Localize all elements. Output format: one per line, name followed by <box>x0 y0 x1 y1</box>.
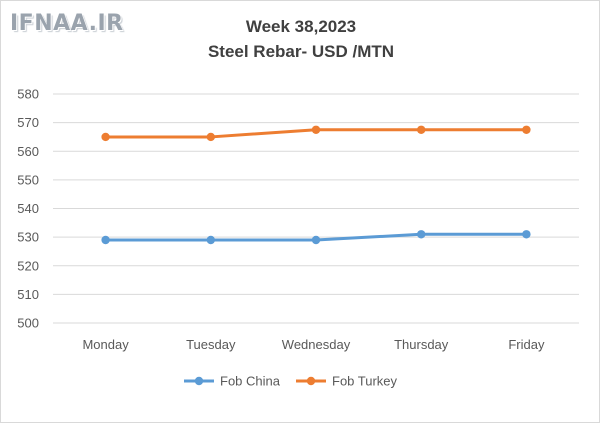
y-axis-ticks: 500 510 520 530 540 550 560 570 580 <box>17 87 39 331</box>
data-point <box>311 235 321 245</box>
data-point <box>522 230 531 239</box>
chart-title: Week 38,2023 <box>245 17 357 36</box>
y-tick-label: 520 <box>17 258 39 273</box>
legend-swatch-marker <box>306 376 316 386</box>
data-point <box>101 235 110 245</box>
y-tick-label: 540 <box>17 201 39 216</box>
y-tick-label: 530 <box>17 230 39 245</box>
y-tick-label: 570 <box>17 115 39 130</box>
legend-label: Fob China <box>220 374 281 389</box>
legend-swatch-marker <box>194 376 204 386</box>
data-point <box>101 132 110 142</box>
series-fob-china <box>101 230 531 245</box>
y-tick-label: 500 <box>17 316 39 331</box>
chart-title-block: Week 38,2023 Steel Rebar- USD /MTN <box>151 15 451 65</box>
chart-subtitle: Steel Rebar- USD /MTN <box>207 42 395 61</box>
data-point <box>206 132 215 142</box>
legend-item: Fob China <box>184 374 281 389</box>
y-tick-label: 580 <box>17 87 39 102</box>
data-point <box>522 125 531 134</box>
y-tick-label: 510 <box>17 287 39 302</box>
x-tick-label: Wednesday <box>282 337 351 352</box>
site-logo: IFNAA.IR <box>10 11 124 36</box>
data-point <box>311 125 321 134</box>
x-tick-label: Thursday <box>394 337 449 352</box>
x-tick-label: Friday <box>508 337 545 352</box>
x-axis-ticks: Monday Tuesday Wednesday Thursday Friday <box>82 337 544 352</box>
x-tick-label: Monday <box>82 337 129 352</box>
y-tick-label: 550 <box>17 172 39 187</box>
series-fob-turkey <box>101 125 531 142</box>
data-point <box>417 125 426 134</box>
x-tick-label: Tuesday <box>186 337 236 352</box>
series-layer <box>101 125 531 245</box>
legend-label: Fob Turkey <box>332 374 398 389</box>
y-tick-label: 560 <box>17 144 39 159</box>
data-point <box>206 235 215 245</box>
legend: Fob China Fob Turkey <box>184 374 398 389</box>
legend-item: Fob Turkey <box>296 374 398 389</box>
data-point <box>417 230 426 239</box>
